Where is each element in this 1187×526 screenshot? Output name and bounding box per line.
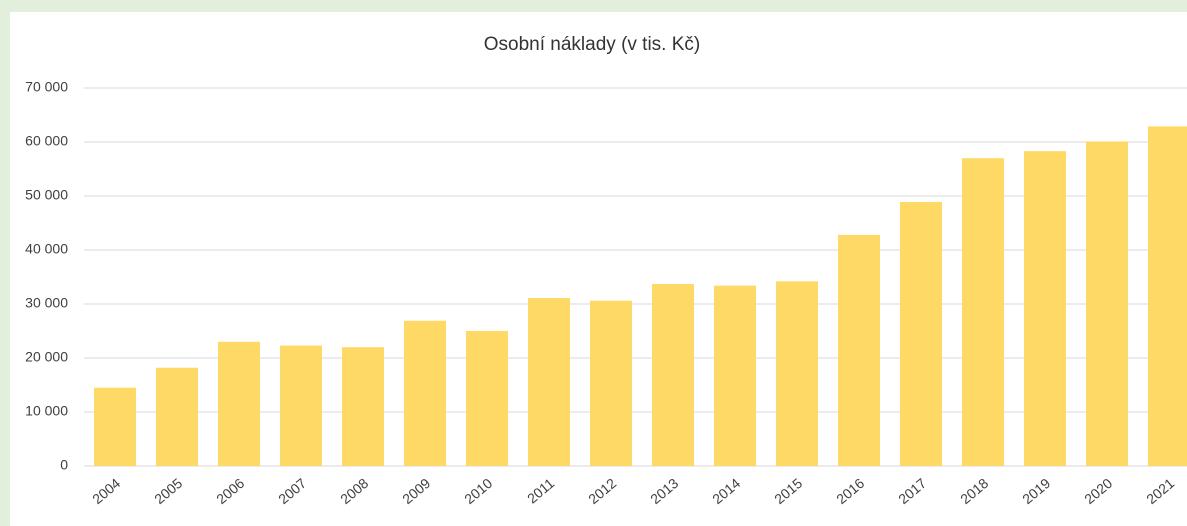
- bar: [900, 201, 942, 466]
- y-tick-label: 20 000: [25, 349, 68, 365]
- y-tick-label: 30 000: [25, 295, 68, 311]
- y-tick-label: 0: [60, 457, 68, 473]
- bar: [280, 345, 322, 466]
- bar: [342, 347, 384, 466]
- bar: [776, 281, 818, 466]
- bar: [1148, 126, 1187, 466]
- y-tick-label: 40 000: [25, 241, 68, 257]
- chart-title: Osobní náklady (v tis. Kč): [484, 34, 700, 55]
- y-tick-label: 50 000: [25, 187, 68, 203]
- bar: [1024, 151, 1066, 466]
- bar: [156, 367, 198, 466]
- bar: [652, 284, 694, 466]
- y-tick-label: 70 000: [25, 79, 68, 95]
- bar: [590, 300, 632, 466]
- bar: [962, 158, 1004, 466]
- bar: [466, 331, 508, 466]
- y-tick-label: 60 000: [25, 133, 68, 149]
- bar: [218, 341, 260, 466]
- bar: [94, 387, 136, 466]
- y-tick-label: 10 000: [25, 403, 68, 419]
- bar: [838, 234, 880, 466]
- bar: [714, 285, 756, 466]
- bar: [1086, 141, 1128, 466]
- bar: [528, 298, 570, 466]
- bar: [404, 320, 446, 466]
